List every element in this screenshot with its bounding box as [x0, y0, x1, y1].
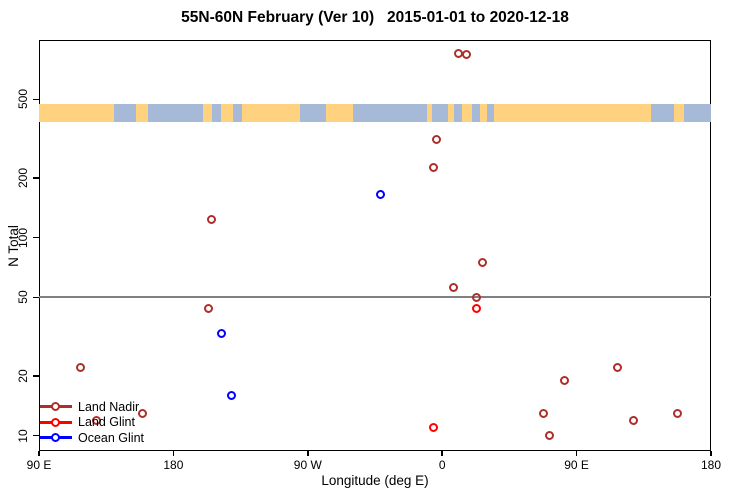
map-strip-land-segment [136, 104, 148, 122]
map-strip-land-segment [203, 104, 213, 122]
map-strip-land-segment [448, 104, 455, 122]
map-strip-ocean-segment [431, 104, 449, 122]
map-strip-land-segment [427, 104, 432, 122]
y-tick-mark [33, 236, 39, 239]
map-strip-ocean-segment [148, 104, 204, 122]
map-strip-ocean-segment [684, 104, 711, 122]
data-point-land-nadir [204, 303, 214, 313]
data-point-land-nadir [453, 49, 463, 59]
map-strip-ocean-segment [233, 104, 243, 122]
data-point-land-nadir [92, 415, 102, 425]
y-tick-mark [33, 296, 39, 299]
data-point-land-nadir [432, 134, 442, 144]
map-strip-ocean-segment [651, 104, 674, 122]
x-tick-label: 180 [700, 458, 722, 472]
data-point-land-nadir [76, 363, 86, 373]
ocean-glint-marker-icon [40, 433, 72, 443]
data-point-land-nadir [613, 363, 623, 373]
data-point-ocean-glint [216, 328, 226, 338]
legend: Land Nadir Land Glint Ocean Glint [40, 399, 144, 446]
map-strip-ocean-segment [472, 104, 480, 122]
data-point-land-nadir [472, 292, 482, 302]
data-point-ocean-glint [227, 390, 237, 400]
data-point-land-nadir [559, 376, 569, 385]
data-point-land-nadir [544, 431, 554, 441]
y-tick-mark [33, 177, 39, 179]
map-strip-ocean-segment [113, 104, 137, 122]
map-strip-land-segment [325, 104, 353, 122]
data-point-land-nadir [461, 50, 471, 60]
x-tick-label: 90 E [26, 458, 52, 472]
legend-item-ocean-glint: Ocean Glint [40, 430, 144, 446]
x-tick-label: 180 [163, 458, 184, 472]
data-point-land-glint [428, 423, 438, 432]
x-tick-label: 90 E [564, 458, 589, 472]
data-point-land-nadir [628, 415, 638, 425]
data-point-land-glint [472, 303, 482, 313]
y-tick-mark [33, 434, 39, 437]
map-strip-ocean-segment [212, 104, 222, 122]
y-tick-mark [33, 98, 39, 101]
x-tick-mark [307, 451, 309, 456]
map-strip-ocean-segment [454, 104, 462, 122]
map-strip-land-segment [494, 104, 652, 122]
map-strip-ocean-segment [300, 104, 326, 122]
x-tick-label: 90 W [293, 458, 322, 472]
land-nadir-marker-icon [40, 402, 72, 412]
legend-label: Land Nadir [78, 399, 140, 414]
legend-label: Ocean Glint [78, 430, 145, 445]
x-tick-mark [38, 451, 40, 456]
reference-line [39, 296, 711, 299]
data-point-land-nadir [538, 408, 548, 418]
x-axis-title: Longitude (deg E) [321, 473, 429, 488]
x-tick-mark [710, 451, 712, 456]
map-strip-land-segment [479, 104, 487, 122]
x-tick-label: 0 [438, 458, 446, 472]
y-axis-title: N Total [6, 225, 21, 267]
map-strip-land-segment [461, 104, 473, 122]
data-point-land-nadir [428, 163, 438, 173]
y-tick-label: 10 [16, 429, 30, 443]
y-tick-label: 500 [16, 89, 30, 110]
map-strip-land-segment [673, 104, 685, 122]
map-strip [39, 104, 711, 122]
data-point-land-nadir [137, 408, 147, 418]
data-point-ocean-glint [376, 190, 386, 200]
map-strip-land-segment [39, 104, 114, 122]
data-point-land-nadir [673, 408, 683, 418]
x-tick-mark [172, 451, 175, 456]
y-tick-mark [33, 375, 39, 377]
map-strip-ocean-segment [487, 104, 495, 122]
plot-area-border [39, 40, 711, 451]
map-strip-ocean-segment [352, 104, 428, 122]
map-strip-land-segment [221, 104, 234, 122]
x-tick-mark [441, 451, 443, 456]
y-tick-label: 200 [16, 168, 30, 189]
chart-title: 55N-60N February (Ver 10) 2015-01-01 to … [181, 9, 569, 26]
legend-label: Land Glint [78, 415, 135, 430]
x-tick-mark [575, 451, 578, 456]
legend-item-land-glint: Land Glint [40, 415, 144, 431]
y-tick-label: 20 [16, 369, 30, 383]
data-point-land-nadir [449, 283, 459, 293]
map-strip-land-segment [242, 104, 301, 122]
data-point-land-nadir [477, 257, 487, 267]
land-glint-marker-icon [40, 417, 72, 427]
data-point-land-nadir [206, 215, 216, 225]
legend-item-land-nadir: Land Nadir [40, 399, 144, 415]
